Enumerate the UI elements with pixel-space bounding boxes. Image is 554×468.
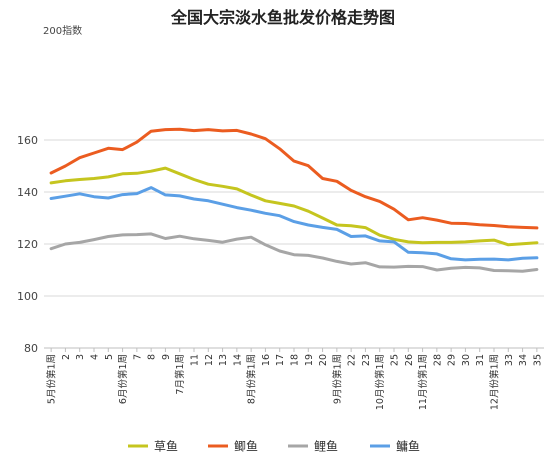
- x-tick-label: 14: [232, 354, 243, 366]
- legend: 草鱼 鲫鱼 鲤鱼 鳙鱼: [128, 439, 420, 454]
- x-tick-label: 11月份第1周: [417, 354, 429, 410]
- x-tick-label: 9月份第1周: [331, 354, 343, 404]
- x-tick-label: 19: [304, 354, 315, 366]
- y-tick-label: 100: [17, 290, 38, 303]
- x-tick-label: 7: [132, 354, 143, 360]
- legend-label: 鲤鱼: [314, 440, 338, 454]
- y-ticks: 80 100 120 140 160: [17, 134, 38, 355]
- x-tick-label: 10月份第1周: [374, 354, 386, 410]
- legend-label: 鲫鱼: [234, 440, 258, 454]
- x-tick-label: 33: [504, 354, 515, 366]
- x-tick-label: 13: [218, 354, 229, 366]
- series-line-0: [49, 166, 539, 247]
- y-tick-label: 120: [17, 238, 38, 251]
- y-axis-label: 200指数: [43, 24, 82, 37]
- x-tick-label: 12月份第1周: [489, 354, 501, 410]
- x-tick-label: 22: [347, 354, 358, 366]
- x-tick-label: 3: [75, 354, 86, 360]
- series-line-1: [49, 127, 539, 230]
- x-tick-label: 5: [104, 354, 115, 360]
- x-tick-label: 25: [390, 354, 401, 366]
- chart-title: 全国大宗淡水鱼批发价格走势图: [170, 8, 395, 27]
- x-tick-label: 26: [404, 354, 415, 366]
- y-tick-label: 140: [17, 186, 38, 199]
- x-tick-label: 7月第1周: [174, 354, 186, 395]
- x-ticks: 5月份第1周 2 3 4 5 6月份第1周 7 8 9 7月第1周 11 12 13 14 8月份第1周 16…: [46, 354, 544, 410]
- x-tick-label: 9: [161, 354, 172, 360]
- x-tick-label: 4: [90, 354, 101, 360]
- x-tick-label: 30: [461, 354, 472, 366]
- gridlines: [44, 139, 544, 352]
- x-tick-label: 11: [190, 354, 201, 366]
- x-tick-label: 12: [204, 354, 215, 366]
- x-tick-label: 6月份第1周: [117, 354, 129, 404]
- series-line-2: [49, 232, 539, 273]
- x-tick-label: 35: [532, 354, 543, 366]
- x-tick-label: 17: [275, 354, 286, 366]
- legend-label: 草鱼: [154, 440, 178, 454]
- y-tick-label: 80: [24, 342, 38, 355]
- x-tick-label: 18: [290, 354, 301, 366]
- series-lines: [49, 127, 539, 273]
- x-tick-label: 20: [318, 354, 329, 366]
- x-tick-label: 23: [361, 354, 372, 366]
- x-tick-label: 8: [147, 354, 158, 360]
- y-tick-label: 160: [17, 134, 38, 147]
- series-line-3: [49, 186, 539, 262]
- x-tick-label: 29: [447, 354, 458, 366]
- x-tick-label: 16: [261, 354, 272, 366]
- x-tick-label: 2: [61, 354, 72, 360]
- x-tick-label: 28: [432, 354, 443, 366]
- x-tick-label: 34: [518, 354, 529, 366]
- x-tick-label: 5月份第1周: [46, 354, 58, 404]
- legend-label: 鳙鱼: [396, 439, 420, 454]
- x-tick-label: 31: [475, 354, 486, 366]
- x-tick-label: 8月份第1周: [246, 354, 258, 404]
